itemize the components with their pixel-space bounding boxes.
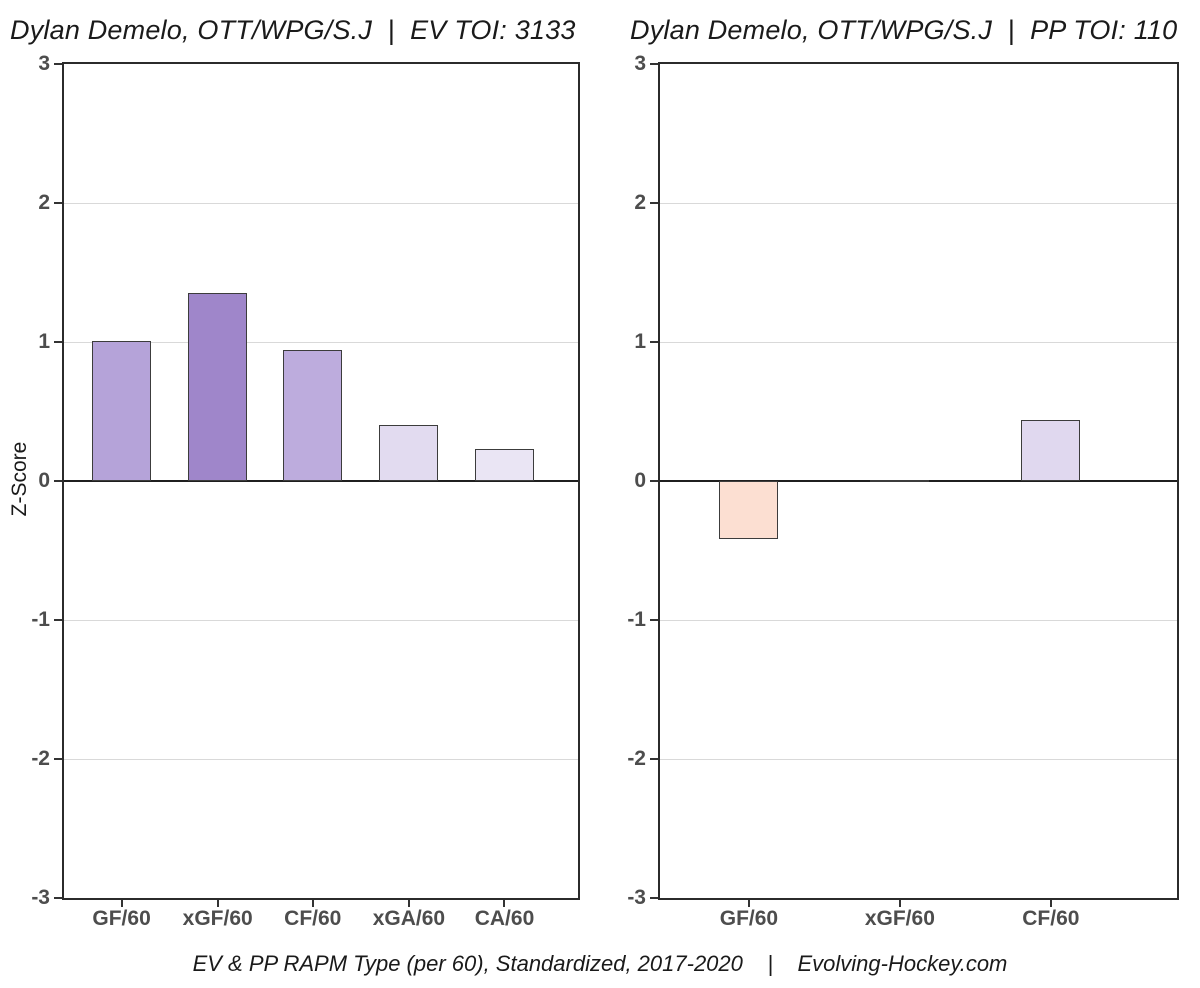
bar-xGF/60 <box>188 293 248 481</box>
gridline <box>660 620 1177 621</box>
y-tick <box>54 63 62 65</box>
gridline <box>660 342 1177 343</box>
x-tick <box>1049 900 1052 907</box>
x-tick-label: CA/60 <box>474 907 535 930</box>
bar-GF/60 <box>92 340 152 481</box>
pp-chart-panel: 3 2 1 0 -1 -2 -3 GF/60 xGF/60 CF/60 <box>627 52 1179 930</box>
x-tick-label: CF/60 <box>284 907 342 930</box>
x-tick-label: GF/60 <box>92 907 151 930</box>
y-tick-label: 0 <box>38 469 50 492</box>
y-tick-label: -1 <box>31 608 50 631</box>
y-tick-label: -3 <box>627 886 646 909</box>
y-tick <box>650 202 658 204</box>
y-tick <box>54 619 62 621</box>
y-tick-label: -3 <box>31 886 50 909</box>
y-tick <box>54 341 62 343</box>
gridline <box>64 342 578 343</box>
bar-CF/60 <box>1021 419 1081 481</box>
y-tick-label: -2 <box>627 747 646 770</box>
figure-caption: EV & PP RAPM Type (per 60), Standardized… <box>192 951 1008 976</box>
y-tick <box>650 341 658 343</box>
y-tick <box>54 758 62 760</box>
x-tick-label: GF/60 <box>719 907 779 930</box>
gridline <box>64 203 578 204</box>
gridline <box>660 203 1177 204</box>
x-tick-label: xGF/60 <box>864 907 935 930</box>
x-tick-label: CF/60 <box>1022 907 1080 930</box>
x-tick <box>898 900 901 907</box>
x-tick <box>747 900 750 907</box>
x-tick-label: xGF/60 <box>182 907 253 930</box>
y-tick-label: 3 <box>634 52 646 75</box>
x-tick <box>120 900 123 907</box>
y-tick-label: 0 <box>634 469 646 492</box>
y-tick-label: -2 <box>31 747 50 770</box>
y-tick-label: 2 <box>38 191 50 214</box>
y-tick <box>54 480 62 482</box>
bar-CA/60 <box>474 449 534 481</box>
x-tick-label: xGA/60 <box>372 907 446 930</box>
x-tick <box>503 900 506 907</box>
gridline <box>64 620 578 621</box>
zero-line <box>64 480 578 482</box>
y-tick <box>650 480 658 482</box>
gridline <box>660 759 1177 760</box>
bar-CF/60 <box>283 350 343 481</box>
y-tick-label: 2 <box>634 191 646 214</box>
y-tick-label: 1 <box>634 330 646 353</box>
x-tick <box>407 900 410 907</box>
ev-chart-panel: 3 2 1 0 -1 -2 -3 GF/60 xGF/60 CF/60 xGA/60 CA/60 <box>31 52 580 930</box>
left-chart-title: Dylan Demelo, OTT/WPG/S.J | EV TOI: 3133 <box>10 15 576 45</box>
y-tick-label: 1 <box>38 330 50 353</box>
y-tick-label: 3 <box>38 52 50 75</box>
bar-xGA/60 <box>379 425 439 481</box>
y-tick <box>650 897 658 899</box>
y-tick <box>650 63 658 65</box>
y-tick-label: -1 <box>627 608 646 631</box>
x-tick <box>216 900 219 907</box>
bar-xGF/60 <box>870 479 930 482</box>
bar-GF/60 <box>719 481 779 540</box>
y-tick <box>650 619 658 621</box>
gridline <box>64 759 578 760</box>
x-tick <box>311 900 314 907</box>
y-tick <box>54 897 62 899</box>
right-chart-title: Dylan Demelo, OTT/WPG/S.J | PP TOI: 110 <box>630 15 1178 45</box>
y-tick <box>54 202 62 204</box>
y-tick <box>650 758 658 760</box>
